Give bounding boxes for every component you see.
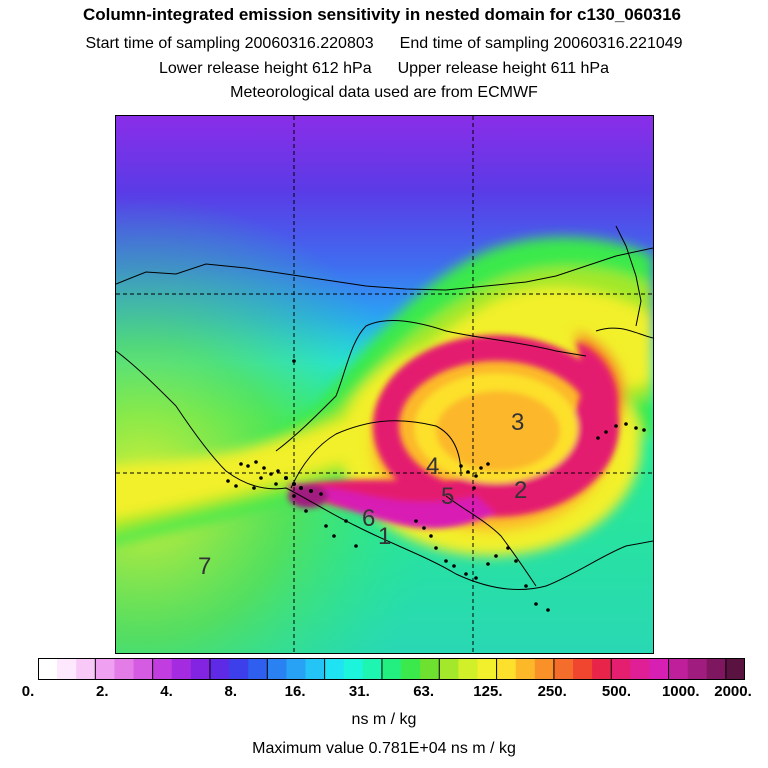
graticule bbox=[116, 116, 653, 653]
colorbar-cell bbox=[133, 658, 154, 680]
map-number: 7 bbox=[198, 553, 211, 580]
colorbar-tick-label: 2. bbox=[96, 683, 109, 700]
start-time-label: Start time of sampling 20060316.220803 bbox=[85, 35, 374, 52]
colorbar-cell bbox=[592, 658, 612, 680]
colorbar-tick-label: 63. bbox=[413, 683, 435, 700]
map-number: 5 bbox=[441, 483, 454, 510]
met-data-label: Meteorological data used are from ECMWF bbox=[230, 84, 538, 101]
map-numbers: 3 4 5 2 6 1 7 bbox=[198, 409, 527, 580]
colorbar-cell bbox=[229, 658, 249, 680]
colorbar-tick-label: 16. bbox=[284, 683, 306, 700]
lower-release-label: Lower release height 612 hPa bbox=[159, 60, 372, 77]
colorbar-cell bbox=[286, 658, 307, 680]
colorbar-cell bbox=[458, 658, 479, 680]
colorbar-cell bbox=[611, 658, 631, 680]
colorbar-tick-label: 2000. bbox=[714, 683, 752, 700]
colorbar-cell bbox=[573, 658, 593, 680]
sensitivity-map: 3 4 5 2 6 1 7 bbox=[115, 115, 654, 654]
colorbar-cell bbox=[171, 658, 192, 680]
colorbar-cell bbox=[420, 658, 440, 680]
sampling-points bbox=[226, 359, 646, 612]
upper-release-label: Upper release height 611 hPa bbox=[397, 60, 609, 77]
units-label: ns m / kg bbox=[351, 711, 417, 728]
colorbar-cell bbox=[553, 658, 574, 680]
coastlines bbox=[116, 225, 653, 591]
map-number: 2 bbox=[514, 477, 527, 504]
colorbar-cell bbox=[76, 658, 96, 680]
colorbar-cell bbox=[687, 658, 708, 680]
colorbar-cells bbox=[38, 658, 745, 680]
colorbar-frame bbox=[38, 658, 745, 680]
colorbar-cell bbox=[190, 658, 211, 680]
max-value-label: Maximum value 0.781E+04 ns m / kg bbox=[252, 740, 516, 757]
colorbar-cell bbox=[38, 658, 58, 680]
colorbar-cell bbox=[381, 658, 402, 680]
map-canvas: 3 4 5 2 6 1 7 bbox=[116, 116, 653, 653]
colorbar-cell bbox=[324, 658, 345, 680]
map-number: 3 bbox=[511, 409, 524, 436]
colorbar-cell bbox=[649, 658, 670, 680]
colorbar-cell bbox=[248, 658, 268, 680]
colorbar-cell bbox=[496, 658, 517, 680]
colorbar-cell bbox=[57, 658, 77, 680]
plot-title: Column-integrated emission sensitivity i… bbox=[82, 5, 682, 24]
colorbar-tick-label: 31. bbox=[348, 683, 370, 700]
map-number: 1 bbox=[378, 523, 391, 550]
colorbar-cell bbox=[477, 658, 498, 680]
colorbar-cell bbox=[706, 658, 727, 680]
map-number: 4 bbox=[426, 453, 439, 480]
colorbar-cell bbox=[534, 658, 555, 680]
colorbar-cell bbox=[343, 658, 364, 680]
max-ring bbox=[286, 335, 619, 529]
colorbar-tick-label: 1000. bbox=[661, 683, 700, 700]
colorbar-cell bbox=[725, 658, 745, 680]
map-number: 6 bbox=[362, 505, 375, 532]
colorbar-cell bbox=[439, 658, 459, 680]
colorbar-cell bbox=[152, 658, 173, 680]
colorbar-cell bbox=[401, 658, 421, 680]
colorbar-cell bbox=[114, 658, 135, 680]
end-time-label: End time of sampling 20060316.221049 bbox=[399, 35, 683, 52]
colorbar-cell bbox=[305, 658, 326, 680]
colorbar-tick-label: 250. bbox=[537, 683, 567, 700]
colorbar-tick-label: 8. bbox=[224, 683, 238, 700]
colorbar-tick-label: 0. bbox=[21, 683, 35, 700]
colorbar-tick-label: 125. bbox=[473, 683, 503, 700]
colorbar-cell bbox=[209, 658, 230, 680]
release-heights-line: Lower release height 612 hPa Upper releas… bbox=[0, 60, 768, 78]
colorbar-cell bbox=[267, 658, 288, 680]
colorbar-cell bbox=[630, 658, 651, 680]
sampling-times-line: Start time of sampling 20060316.220803 En… bbox=[0, 35, 768, 53]
colorbar-tick-label: 500. bbox=[601, 683, 632, 700]
colorbar bbox=[38, 658, 745, 680]
colorbar-cell bbox=[362, 658, 383, 680]
colorbar-cell bbox=[668, 658, 689, 680]
colorbar-tick-label: 4. bbox=[160, 683, 173, 700]
colorbar-cell bbox=[515, 658, 536, 680]
colorbar-cell bbox=[95, 658, 116, 680]
